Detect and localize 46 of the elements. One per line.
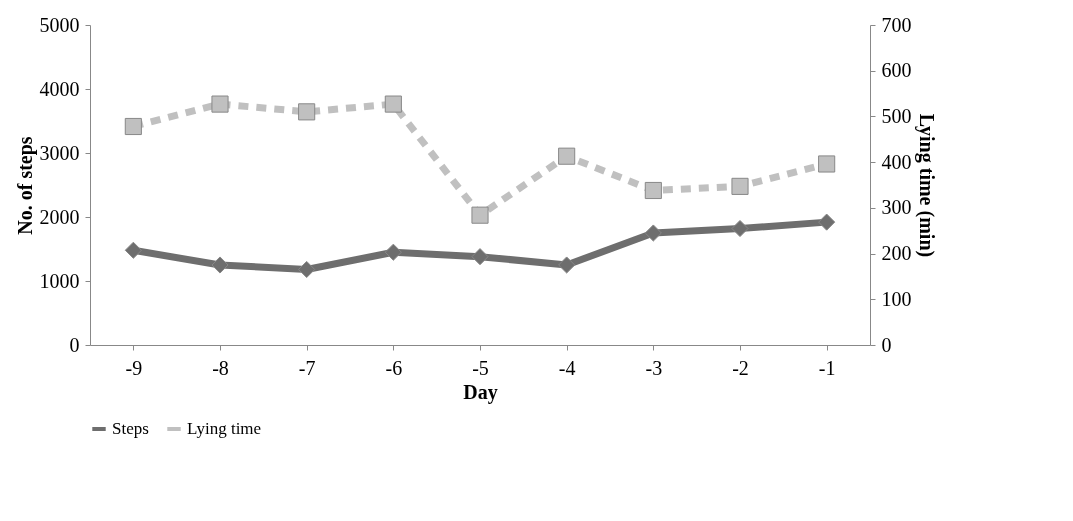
legend-label: Lying time xyxy=(187,419,262,438)
y2-tick-label: 300 xyxy=(881,196,912,219)
x-tick-label: -9 xyxy=(125,356,143,379)
x-tick-label: -4 xyxy=(558,356,576,379)
point xyxy=(211,95,229,113)
y2-tick-label: 200 xyxy=(881,242,912,265)
x-tick-label: -6 xyxy=(385,356,403,379)
point xyxy=(818,155,836,173)
y2-tick-label: 100 xyxy=(881,287,912,310)
point xyxy=(124,241,142,259)
y-tick-label: 1000 xyxy=(39,269,80,292)
y-axis-title: No. of steps xyxy=(13,136,37,235)
point xyxy=(644,181,662,200)
point xyxy=(644,224,662,242)
point xyxy=(731,177,749,195)
y2-axis-title: Lying time (min) xyxy=(914,113,938,258)
y2-tick-label: 600 xyxy=(881,59,912,82)
point xyxy=(558,147,576,165)
point xyxy=(384,243,402,261)
point xyxy=(124,117,142,136)
y-tick-label: 5000 xyxy=(39,13,80,36)
x-tick-label: -2 xyxy=(732,356,749,379)
point xyxy=(558,256,576,274)
y2-tick-label: 0 xyxy=(881,333,892,356)
point xyxy=(211,256,229,274)
point xyxy=(384,95,402,113)
point xyxy=(471,206,489,224)
x-tick-label: -5 xyxy=(472,356,489,379)
point xyxy=(731,219,749,238)
y2-tick-label: 500 xyxy=(881,104,912,127)
y-tick-label: 3000 xyxy=(39,141,80,164)
point xyxy=(818,213,836,231)
point xyxy=(298,260,316,279)
x-tick-label: -3 xyxy=(645,356,663,379)
y-tick-label: 2000 xyxy=(39,205,80,228)
point xyxy=(471,248,489,266)
legend-label: Steps xyxy=(112,419,149,438)
point xyxy=(298,103,316,121)
x-axis-title: Day xyxy=(463,380,498,404)
y2-tick-label: 700 xyxy=(881,13,912,36)
x-tick-label: -1 xyxy=(818,356,836,379)
y-tick-label: 0 xyxy=(69,333,80,356)
x-tick-label: -7 xyxy=(298,356,316,379)
y2-tick-label: 400 xyxy=(881,150,912,173)
y-tick-label: 4000 xyxy=(39,77,80,100)
x-tick-label: -8 xyxy=(212,356,229,379)
